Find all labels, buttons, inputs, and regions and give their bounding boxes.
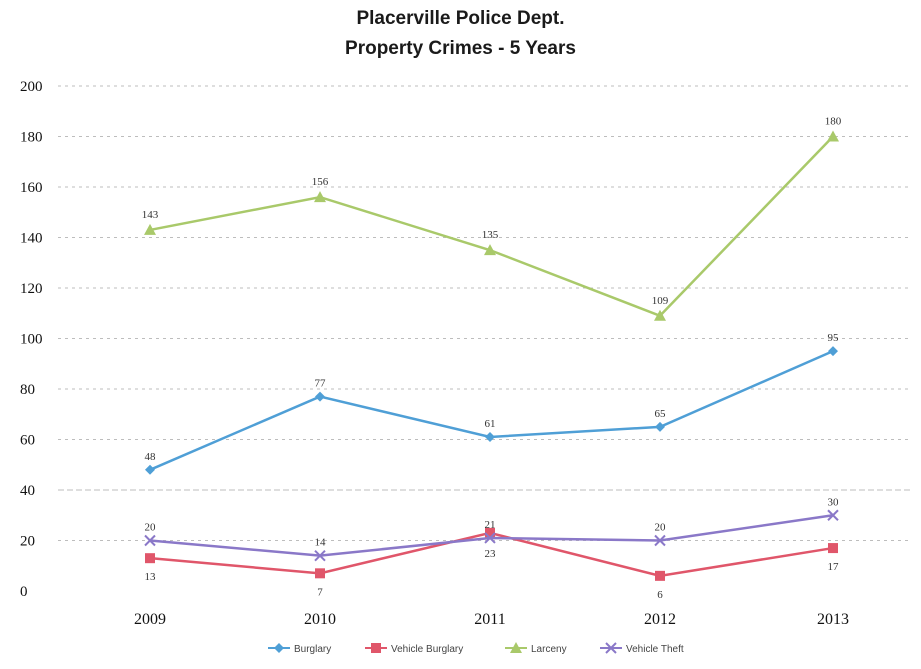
data-point-x [314,549,326,562]
data-point-square [145,553,155,564]
data-label: 21 [485,519,496,531]
data-label: 7 [317,586,323,598]
data-point-square [315,568,325,579]
chart-title: Placerville Police Dept. [356,8,565,29]
x-tick-label: 2009 [134,611,166,628]
series-line [149,135,834,318]
data-label: 180 [825,116,842,128]
y-tick-label: 40 [20,483,35,499]
data-label: 135 [482,229,499,241]
data-point-x [605,642,617,654]
data-label: 65 [655,408,667,420]
y-tick-label: 180 [20,130,43,146]
data-point-x [827,509,839,521]
y-tick-label: 60 [20,433,35,449]
data-point-diamond [828,346,838,357]
data-point-square [485,527,495,538]
data-label: 30 [828,496,840,508]
data-label: 13 [145,571,157,583]
data-point-triangle [827,130,839,142]
data-label: 20 [145,522,157,534]
data-point-square [828,543,838,554]
data-label: 77 [315,378,327,390]
data-point-triangle [654,309,666,321]
data-point-diamond [315,391,325,402]
data-point-x [654,534,666,547]
y-tick-label: 160 [20,180,43,196]
data-point-x [484,532,496,544]
y-tick-label: 80 [20,382,35,398]
y-tick-label: 140 [20,231,43,247]
data-label: 14 [315,537,327,549]
data-label: 95 [828,332,840,344]
y-tick-label: 20 [20,534,35,550]
x-tick-label: 2010 [304,611,336,628]
data-point-x [144,534,156,547]
data-label: 156 [312,176,329,188]
data-label: 23 [485,548,497,560]
data-point-square [371,643,381,653]
data-point-square [655,570,665,581]
legend-label: Larceny [531,644,567,655]
y-tick-label: 120 [20,281,43,297]
data-point-diamond [485,431,495,442]
data-label: 143 [142,209,159,221]
x-tick-label: 2013 [817,611,849,628]
data-point-triangle [484,244,496,256]
data-point-triangle [144,223,156,235]
data-label: 17 [828,561,840,573]
legend-label: Vehicle Theft [626,644,684,655]
x-tick-label: 2011 [474,611,505,628]
data-label: 20 [655,522,667,534]
data-point-triangle [314,191,326,203]
y-tick-label: 0 [20,584,28,600]
data-label: 109 [652,295,669,307]
y-tick-label: 100 [20,332,43,348]
data-point-diamond [655,421,665,432]
data-point-triangle [510,642,522,653]
data-point-diamond [145,464,155,475]
data-label: 48 [145,451,157,463]
x-tick-label: 2012 [644,611,676,628]
y-tick-label: 200 [20,79,43,95]
data-label: 61 [485,418,496,430]
series-line [149,349,834,471]
chart-subtitle: Property Crimes - 5 Years [345,38,576,59]
data-label: 6 [657,589,663,601]
legend-label: Burglary [294,644,331,655]
legend-label: Vehicle Burglary [391,644,463,655]
data-point-diamond [274,643,284,653]
